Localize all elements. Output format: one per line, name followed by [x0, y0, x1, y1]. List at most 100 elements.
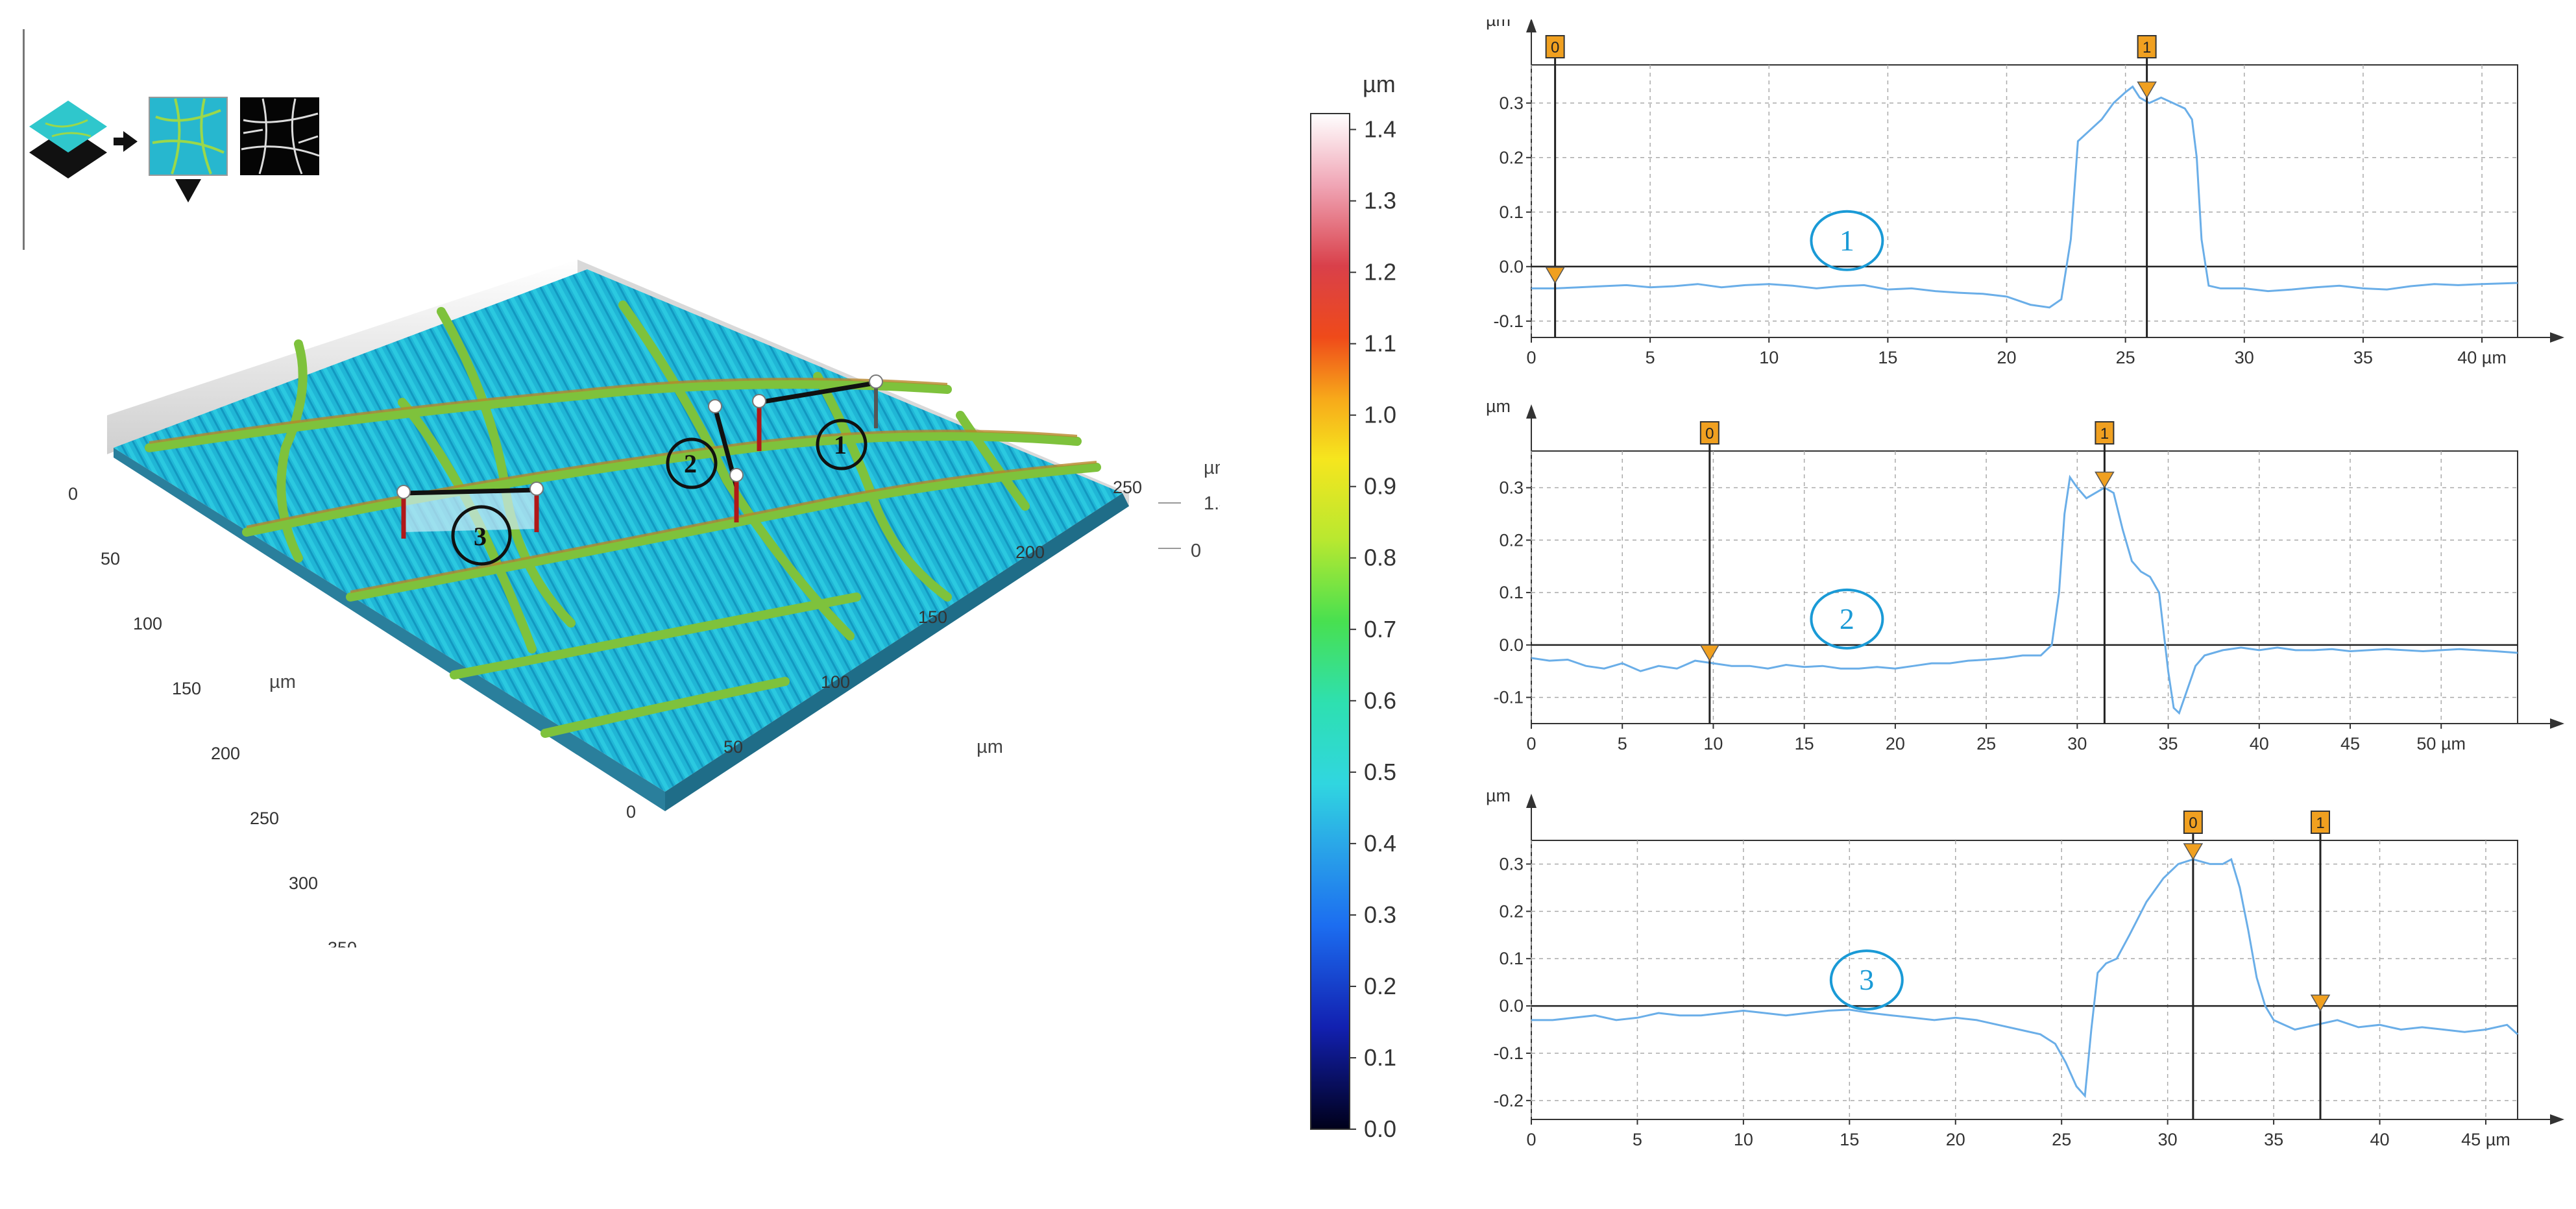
x-tick-label: 25: [1976, 734, 1996, 753]
y-tick-label: 0.2: [1499, 148, 1524, 167]
colorbar-unit: µm: [1363, 71, 1396, 97]
colorbar-tick-label: 0.7: [1364, 616, 1396, 642]
y-tick-label: 100: [821, 672, 850, 692]
x-tick-label: 150: [172, 679, 201, 698]
colorbar-tick-label: 0.8: [1364, 544, 1396, 571]
y-tick-label: 50: [723, 737, 743, 757]
cursor-tag-label: 1: [2316, 814, 2324, 832]
profile-chart-3[interactable]: µm-0.2-0.10.00.10.20.30 5 10 15 20 25 30 35 40 45…: [1486, 786, 2564, 1149]
profile-series-line: [1531, 85, 2518, 309]
cursor-tag-label: 0: [1705, 425, 1714, 443]
colorbar-tick-label: 0.3: [1364, 901, 1396, 928]
colorbar-tick-label: 1.0: [1364, 402, 1396, 428]
y-axis-arrow: [1526, 19, 1537, 32]
profile-label-circle: [1810, 210, 1884, 271]
y-tick-label: -0.1: [1493, 1044, 1524, 1063]
cursor-tag: [2095, 421, 2115, 445]
profile-3-marker[interactable]: 3: [396, 482, 544, 566]
surface-layers-icon[interactable]: [29, 101, 107, 178]
y-tick-label: 200: [1015, 543, 1045, 562]
cursor-tag: [1545, 35, 1565, 58]
x-tick-label: 0: [1526, 1130, 1536, 1149]
profile-label: 3: [1859, 963, 1874, 996]
y-tick-label: 0.2: [1499, 530, 1524, 550]
cursor-tag-label: 1: [2100, 425, 2109, 443]
y-tick-label: 0.3: [1499, 478, 1524, 498]
x-tick-label: 40 µm: [2457, 348, 2507, 367]
cursor-marker: [2095, 471, 2115, 489]
colorbar-tick-label: 1.4: [1364, 116, 1396, 143]
y-tick-label: 250: [1113, 478, 1142, 497]
plot-frame: [1531, 450, 2518, 724]
z-axis-rule: [1158, 502, 1181, 549]
colorbar-tick-label: 1.2: [1364, 259, 1396, 286]
cursor-marker: [2183, 843, 2204, 861]
y-tick-label: 0: [626, 802, 636, 822]
x-tick-label: 20: [1997, 348, 2017, 367]
y-axis-arrow: [1526, 794, 1537, 808]
cursor-tag-label: 0: [1551, 39, 1559, 56]
y-axis-unit: µm: [1486, 786, 1511, 805]
profile-label-circle: [1810, 588, 1884, 650]
x-tick-label: 5: [1646, 348, 1655, 367]
x-axis-arrow: [2550, 332, 2564, 343]
y-tick-label: 0.1: [1499, 949, 1524, 968]
profile-chart-2[interactable]: µm-0.10.00.10.20.30 5 10 15 20 25 30 35 40 45 50 µ…: [1486, 397, 2564, 753]
x-tick-label: 50 µm: [2416, 734, 2466, 753]
dropdown-triangle-icon[interactable]: [175, 179, 201, 202]
profile-1-marker[interactable]: 1: [752, 374, 883, 470]
x-tick-label: 30: [2235, 348, 2254, 367]
height-colorbar: µm 0.0 0.1 0.2 0.3 0.4 0.5 0.6 0.7 0.8 0.9 1.0 1.1 1…: [1310, 71, 1396, 1142]
plot-frame: [1531, 64, 2518, 338]
x-axis-unit: µm: [269, 672, 296, 692]
x-tick-label: 250: [250, 809, 279, 828]
profile-label: 1: [1840, 224, 1854, 257]
arrow-right-icon: [114, 131, 138, 152]
x-tick-label: 35: [2159, 734, 2178, 753]
colorbar-tick-label: 1.1: [1364, 330, 1396, 357]
profile-series-line: [1531, 474, 2518, 715]
y-tick-label: 0.0: [1499, 257, 1524, 276]
x-tick-label: 15: [1795, 734, 1814, 753]
y-tick-label: 0.0: [1499, 996, 1524, 1016]
y-axis-unit: µm: [977, 737, 1003, 757]
x-tick-label: 15: [1840, 1130, 1859, 1149]
x-tick-label: 20: [1886, 734, 1905, 753]
profile-2-marker[interactable]: 2: [666, 399, 744, 522]
x-tick-label: 35: [2353, 348, 2373, 367]
z-axis-unit: µm: [1204, 458, 1220, 478]
z-axis-max: 1.4223: [1204, 493, 1220, 514]
surface-edge-front: [114, 448, 665, 811]
cursor-marker: [2310, 994, 2331, 1012]
profile-label: 2: [1840, 602, 1854, 635]
z-axis-zero: 0: [1191, 541, 1201, 561]
y-axis-unit: µm: [1486, 19, 1511, 30]
cursor-tag: [2183, 811, 2203, 834]
back-wall-left: [107, 260, 577, 454]
x-tick-label: 0: [68, 484, 78, 504]
x-tick-label: 0: [1526, 734, 1536, 753]
x-tick-label: 5: [1618, 734, 1627, 753]
colorbar-gradient: [1310, 113, 1350, 1130]
x-axis-arrow: [2550, 1114, 2564, 1125]
y-tick-label: 0.1: [1499, 202, 1524, 222]
x-tick-label: 20: [1946, 1130, 1965, 1149]
y-tick-label: 0.1: [1499, 583, 1524, 602]
ridge-highlights: [149, 378, 1097, 593]
binary-mask-icon[interactable]: [240, 97, 320, 175]
x-tick-label: 35: [2264, 1130, 2283, 1149]
x-tick-label: 25: [2116, 348, 2135, 367]
colorbar-tick-label: 0.4: [1364, 830, 1396, 857]
profile-2-label: 2: [684, 449, 697, 478]
surface-3d-view[interactable]: 1 2 3 0 50 100 150 200 250 300 350 0 50 100 150 200…: [39, 234, 1220, 947]
x-tick-label: 15: [1878, 348, 1897, 367]
profile-charts: µm-0.10.00.10.20.30 5 10 15 20 25 30 35 40 µm0 11…: [1486, 19, 2564, 1149]
y-tick-label: 0.3: [1499, 93, 1524, 113]
x-tick-label: 0: [1526, 348, 1536, 367]
x-tick-label: 10: [1734, 1130, 1753, 1149]
y-tick-label: 0.0: [1499, 635, 1524, 655]
profile-chart-1[interactable]: µm -0.1 0.0 0.1 0.2 0.3 0 5 10 15 20 25 30 35 40 µm 0 1 1: [1486, 19, 2564, 367]
height-map-icon[interactable]: [149, 97, 228, 176]
colorbar-tick-label: 0.1: [1364, 1044, 1396, 1071]
cursor-tag: [1699, 421, 1719, 445]
